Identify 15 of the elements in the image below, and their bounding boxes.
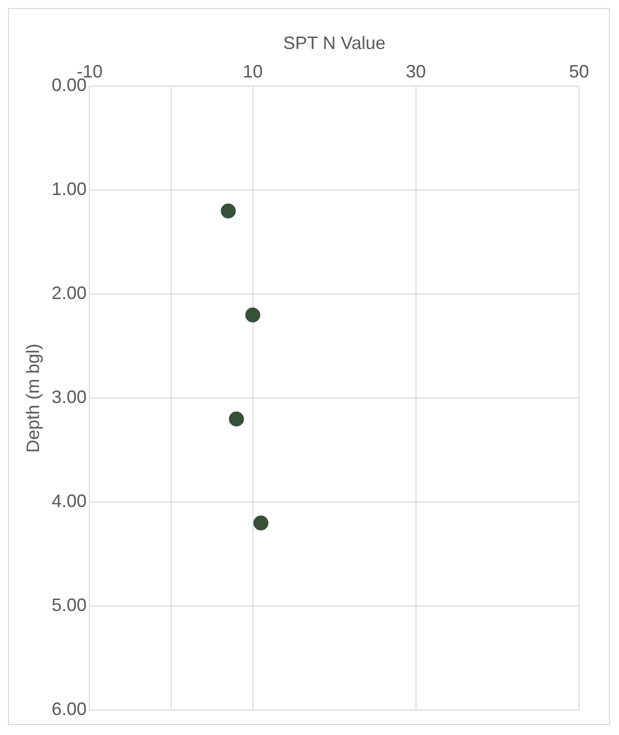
y-tick-label: 3.00 — [52, 387, 87, 408]
y-tick-label: 2.00 — [52, 283, 87, 304]
x-axis-title: SPT N Value — [283, 32, 386, 53]
x-tick-label: 30 — [406, 61, 426, 82]
y-tick-label: 4.00 — [52, 491, 87, 512]
y-tick-label: 1.00 — [52, 179, 87, 200]
x-tick-label: 50 — [568, 61, 590, 82]
y-tick-label: 5.00 — [52, 595, 87, 616]
y-tick-label: 6.00 — [52, 699, 87, 720]
point — [245, 308, 260, 322]
point — [253, 516, 268, 530]
point — [228, 412, 244, 426]
point — [220, 204, 236, 218]
y-axis-title: Depth (m bgl) — [22, 344, 43, 453]
x-tick-label: 10 — [242, 61, 263, 82]
